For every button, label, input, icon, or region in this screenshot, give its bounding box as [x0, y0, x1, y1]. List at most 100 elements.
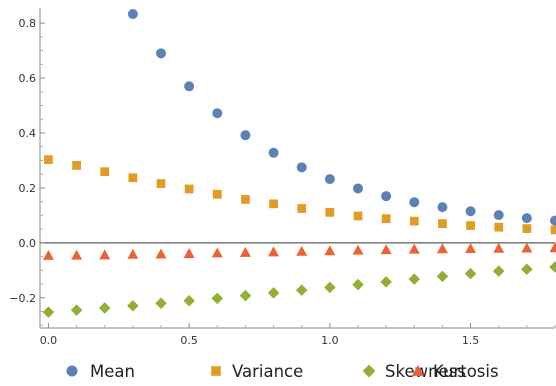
skewness-point — [211, 292, 224, 305]
variance-point — [438, 219, 447, 228]
variance-point — [297, 204, 307, 213]
mean-point — [212, 108, 223, 119]
kurtosis-point — [268, 246, 280, 257]
variance-point — [269, 199, 278, 209]
skewness-point — [464, 267, 477, 280]
variance-point — [44, 155, 53, 164]
kurtosis-point — [436, 243, 448, 254]
mean-point — [240, 130, 251, 141]
legend-marker-kurtosis — [411, 364, 425, 376]
mean-point — [184, 81, 195, 92]
series-mean — [127, 9, 556, 226]
legend-item-kurtosis: Kurtosis — [411, 362, 499, 381]
legend-item-skewness: Skewness — [362, 362, 466, 381]
mean-point — [296, 162, 307, 173]
x-tick-label: 0.0 — [40, 334, 58, 347]
y-tick-label: 0.0 — [19, 237, 37, 250]
plot-frame — [39, 8, 555, 329]
series-skewness — [42, 261, 556, 318]
variance-point — [494, 222, 504, 232]
mean-point — [268, 147, 279, 158]
kurtosis-point — [99, 249, 111, 260]
variance-point — [550, 225, 556, 235]
kurtosis-point — [183, 248, 195, 258]
legend-label-mean: Mean — [90, 362, 135, 381]
x-tick-label: 1.5 — [462, 334, 480, 347]
skewness-point — [521, 263, 533, 275]
legend-marker-variance — [211, 366, 221, 376]
legend-label-skewness: Skewness — [385, 362, 466, 381]
skewness-point — [295, 284, 308, 296]
x-tick-label: 0.5 — [180, 334, 198, 347]
skewness-point — [408, 273, 421, 285]
kurtosis-point — [42, 249, 54, 260]
variance-point — [212, 189, 222, 199]
variance-point — [325, 207, 335, 217]
variance-point — [353, 211, 363, 221]
mean-point — [381, 191, 392, 202]
legend-label-variance: Variance — [232, 362, 303, 381]
y-tick-label: 0.6 — [19, 72, 37, 85]
skewness-point — [267, 287, 280, 299]
kurtosis-point — [521, 242, 533, 253]
kurtosis-point — [324, 245, 336, 256]
mean-point — [437, 202, 448, 213]
variance-point — [156, 179, 166, 188]
mean-point — [353, 183, 364, 194]
y-tick-label: −0.2 — [9, 292, 36, 305]
skewness-point — [324, 281, 336, 294]
variance-point — [522, 224, 532, 233]
mean-point — [127, 9, 138, 20]
kurtosis-point — [493, 242, 505, 253]
variance-point — [128, 173, 138, 183]
kurtosis-point — [352, 244, 364, 255]
skewness-point — [549, 261, 556, 273]
variance-point — [241, 195, 250, 204]
kurtosis-point — [155, 248, 167, 259]
series-variance — [44, 155, 556, 235]
legend-label-kurtosis: Kurtosis — [433, 362, 499, 381]
legend-item-mean: Mean — [66, 362, 135, 381]
kurtosis-point — [408, 243, 420, 254]
legend-marker-mean — [66, 365, 78, 377]
skewness-point — [127, 300, 139, 312]
skewness-point — [380, 276, 392, 288]
kurtosis-point — [211, 247, 223, 258]
skewness-point — [98, 302, 111, 314]
mean-point — [409, 197, 420, 208]
data-points — [42, 9, 556, 318]
skewness-point — [492, 265, 505, 277]
skewness-point — [155, 297, 167, 310]
series-kurtosis — [42, 242, 556, 260]
kurtosis-point — [296, 245, 308, 256]
variance-point — [72, 161, 81, 170]
variance-point — [409, 216, 419, 226]
y-tick-label: 0.2 — [19, 182, 37, 195]
skewness-point — [70, 304, 83, 316]
skewness-point — [42, 306, 55, 318]
kurtosis-point — [380, 244, 392, 255]
variance-point — [100, 167, 110, 177]
kurtosis-point — [465, 243, 477, 254]
variance-point — [466, 221, 475, 230]
legend-marker-skewness — [362, 364, 376, 378]
mean-point — [324, 174, 335, 185]
mean-point — [156, 48, 167, 59]
axes: −0.2 0.0 0.2 0.4 0.6 0.8 0.0 0.5 1.0 1.5 — [9, 17, 556, 347]
kurtosis-point — [71, 249, 83, 260]
variance-point — [381, 214, 391, 224]
y-tick-label: 0.4 — [19, 127, 37, 140]
skewness-point — [436, 270, 449, 283]
x-tick-label: 1.0 — [321, 334, 339, 347]
mean-point — [550, 215, 556, 226]
mean-point — [493, 210, 504, 221]
skewness-point — [352, 278, 364, 291]
skewness-point — [239, 289, 252, 302]
variance-point — [184, 184, 194, 194]
kurtosis-point — [549, 242, 556, 253]
mean-point — [465, 206, 476, 217]
y-tick-label: 0.8 — [19, 17, 37, 30]
kurtosis-point — [127, 248, 139, 259]
